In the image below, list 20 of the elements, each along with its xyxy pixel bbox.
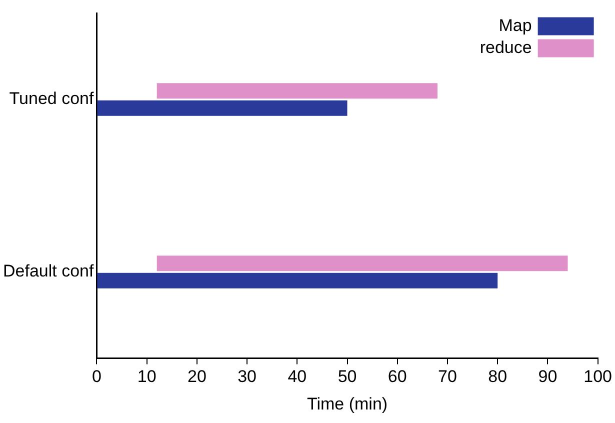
x-tick-label: 60 [388,367,407,386]
y-tick-label: Default conf [2,262,94,281]
bar [97,272,498,288]
y-tick-label: Tuned conf [9,89,94,108]
x-tick-label: 10 [137,367,156,386]
bar [156,83,438,99]
x-tick-label: 100 [584,367,612,386]
x-tick-label: 30 [238,367,257,386]
x-tick-label: 70 [438,367,457,386]
x-axis-title: Time (min) [306,394,388,414]
x-tick-label: 20 [187,367,206,386]
bar [156,256,568,272]
x-tick-label: 50 [338,367,357,386]
bar [97,100,348,116]
x-tick-label: 0 [92,367,102,386]
legend-label: Map [498,16,532,35]
x-tick-label: 90 [538,367,558,386]
legend-label: reduce [480,38,532,57]
x-tick-label: 80 [488,367,508,386]
x-tick-label: 40 [288,367,307,386]
